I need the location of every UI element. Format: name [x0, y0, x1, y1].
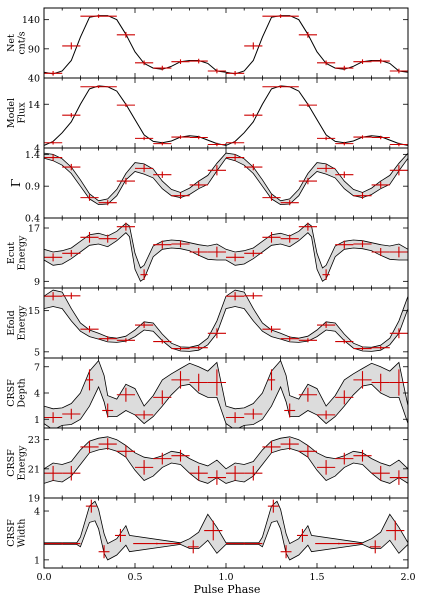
confidence-band [44, 360, 408, 428]
y-tick-label: 5 [34, 347, 40, 358]
y-tick-label: 21 [28, 464, 40, 475]
y-axis-label-line: CRSF [6, 379, 17, 407]
y-tick-label: 4 [34, 389, 40, 400]
model-curve [44, 15, 408, 75]
y-tick-label: 40 [28, 74, 40, 85]
x-axis: Pulse Phase 0.0 0.5 1.0 1.5 2.0 [36, 572, 415, 596]
y-axis-label: CRSFWidth [6, 519, 28, 548]
band-upper-line [44, 500, 408, 545]
y-tick-label: 9 [34, 277, 40, 288]
y-axis-label: Netcnt/s [6, 31, 28, 54]
y-tick-label: 4 [34, 507, 40, 518]
y-axis-label: EfoldEnergy [6, 305, 28, 340]
y-axis-label-line: Γ [9, 179, 23, 187]
band-upper-line [44, 222, 408, 269]
panel-5: 15 5 EfoldEnergy [6, 287, 409, 359]
x-tick-label: 1.5 [309, 572, 324, 583]
y-tick-label: 7 [34, 362, 40, 373]
confidence-band [44, 290, 408, 352]
y-tick-label: 17 [28, 224, 40, 235]
panel-1: 140 90 40 Netcnt/s [6, 7, 409, 85]
y-axis-label-line: Ecut [6, 242, 17, 264]
plot-area [44, 289, 408, 352]
y-tick-label: 1.4 [25, 150, 40, 161]
y-tick-label: 0.9 [25, 182, 40, 193]
y-axis-label-line: CRSF [6, 449, 17, 477]
y-axis-label-line: Efold [6, 310, 17, 335]
x-tick-label: 0.5 [127, 572, 142, 583]
y-axis-label-line: Energy [17, 235, 28, 270]
y-tick-label: 14 [28, 100, 40, 111]
plot-area [44, 152, 408, 206]
plot-area [44, 222, 408, 282]
y-axis-label: ModelFlux [6, 98, 28, 128]
panel-2: 14 4 ModelFlux [6, 77, 409, 155]
y-axis-label-line: Energy [17, 305, 28, 340]
y-axis-label: CRSFDepth [6, 378, 28, 407]
panel-7: 23 21 19 CRSFEnergy [6, 427, 409, 505]
y-tick-label: 23 [28, 435, 40, 446]
band-lower-line [44, 232, 408, 282]
confidence-band [44, 501, 408, 560]
band-upper-line [44, 152, 408, 202]
y-axis-label-line: Depth [17, 378, 28, 407]
y-axis-label: CRSFEnergy [6, 445, 28, 480]
y-axis-label-line: Net [6, 34, 17, 52]
confidence-band [44, 436, 408, 484]
panel-frame [43, 7, 409, 79]
band-lower-line [44, 157, 408, 206]
y-tick-label: 15 [28, 306, 40, 317]
panel-3: 1.4 0.9 0.4 Γ [9, 147, 409, 225]
x-axis-label: Pulse Phase [194, 583, 261, 596]
x-tick-label: 1.0 [218, 572, 233, 583]
panels: 1409040Netcnt/s144ModelFlux1.40.90.4Γ179… [6, 7, 409, 569]
y-axis-label: Γ [9, 179, 23, 187]
y-tick-label: 4 [34, 144, 40, 155]
panel-6: 7 4 1 CRSFDepth [6, 357, 409, 429]
plot-area [44, 14, 408, 76]
y-axis-label-line: Width [17, 519, 28, 548]
band-lower-line [44, 306, 408, 352]
y-tick-label: 140 [22, 15, 40, 26]
y-axis-label-line: cnt/s [17, 31, 28, 54]
plot-area [44, 85, 408, 147]
y-tick-label: 1 [34, 555, 40, 566]
band-upper-line [44, 436, 408, 470]
y-axis-label-line: Flux [17, 102, 28, 124]
plot-area [44, 436, 408, 485]
x-tick-label: 2.0 [400, 572, 415, 583]
y-axis-label-line: CRSF [6, 519, 17, 547]
panel-4: 17 9 EcutEnergy [6, 217, 409, 289]
y-axis-label: EcutEnergy [6, 235, 28, 270]
x-tick-label: 0.0 [36, 572, 51, 583]
band-upper-line [44, 359, 408, 410]
y-axis-label-line: Energy [17, 445, 28, 480]
y-tick-label: 90 [28, 44, 40, 55]
band-lower-line [44, 520, 408, 561]
y-tick-label: 19 [28, 494, 40, 505]
band-lower-line [44, 447, 408, 484]
plot-area [44, 359, 408, 428]
y-axis-label-line: Model [6, 98, 17, 128]
model-curve [44, 85, 408, 146]
y-tick-label: 1 [34, 415, 40, 426]
y-tick-label: 0.4 [25, 214, 40, 225]
confidence-band [44, 153, 408, 205]
panel-8: 4 1 CRSFWidth [6, 497, 409, 569]
plot-area [44, 499, 408, 561]
